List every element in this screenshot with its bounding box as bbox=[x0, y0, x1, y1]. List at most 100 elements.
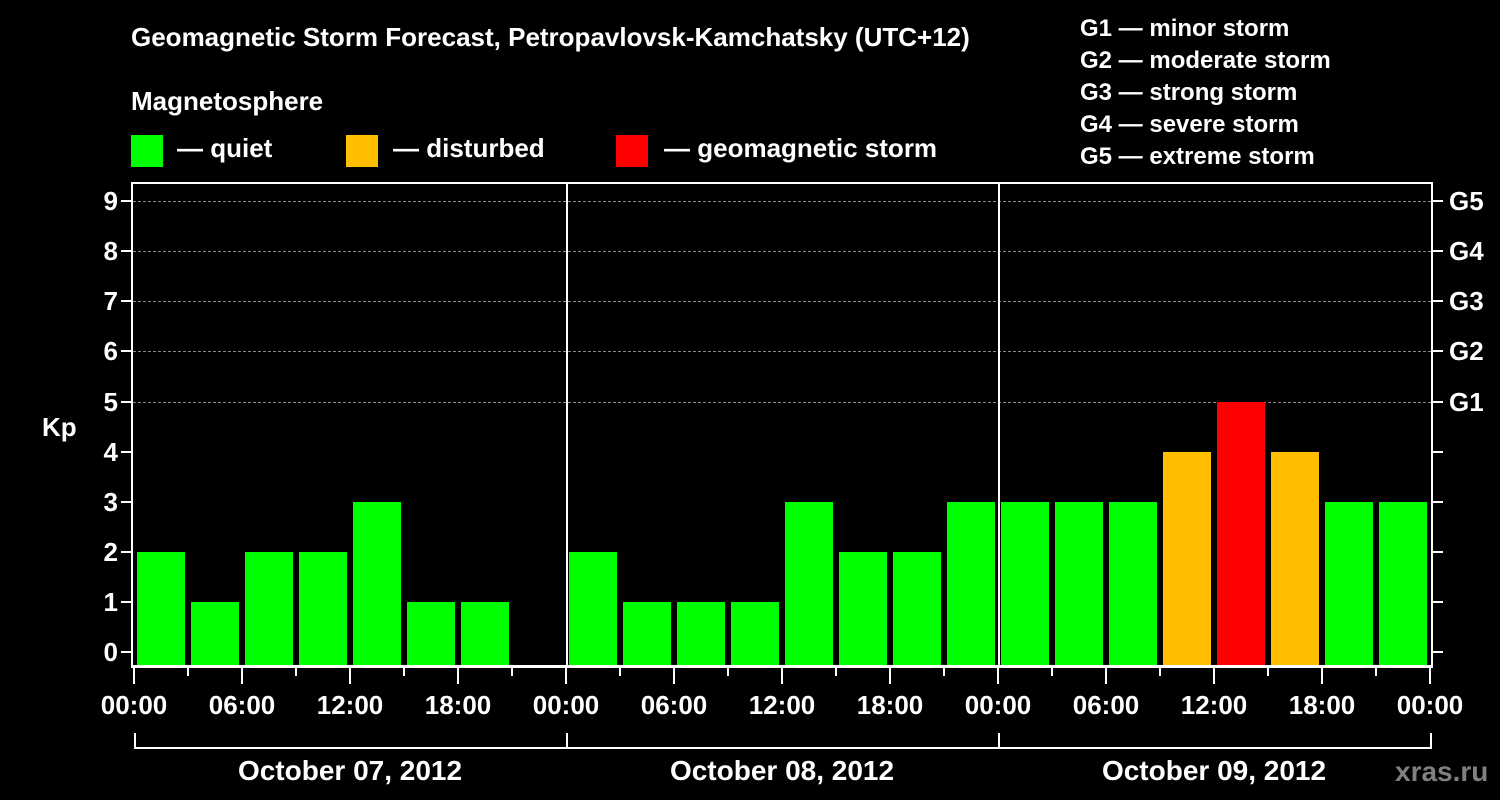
kp-bar bbox=[785, 502, 833, 666]
kp-bar bbox=[245, 552, 293, 666]
legend-swatch-disturbed bbox=[346, 135, 378, 167]
y-tick-label: 2 bbox=[103, 537, 118, 567]
x-tick bbox=[727, 668, 729, 676]
right-tick bbox=[1433, 300, 1443, 302]
kp-bar bbox=[1109, 502, 1157, 666]
storm-scale-g3: G3 — strong storm bbox=[1080, 79, 1298, 106]
legend-label-quiet: — quiet bbox=[177, 133, 273, 163]
day-label: October 09, 2012 bbox=[1101, 755, 1327, 786]
y-tick-label: 7 bbox=[103, 286, 118, 316]
y-tick-label: 9 bbox=[103, 186, 118, 216]
x-tick-label: 00:00 bbox=[964, 690, 1032, 720]
y-tick bbox=[121, 451, 131, 453]
x-tick bbox=[241, 668, 243, 684]
x-tick-label: 18:00 bbox=[424, 690, 492, 720]
x-tick bbox=[1321, 668, 1323, 684]
x-tick bbox=[619, 668, 621, 676]
y-tick-label: 4 bbox=[103, 437, 118, 467]
x-tick-label: 00:00 bbox=[100, 690, 168, 720]
day-divider bbox=[998, 182, 1000, 668]
y-tick-label: 8 bbox=[103, 236, 118, 266]
kp-bar bbox=[191, 602, 239, 666]
day-divider bbox=[566, 182, 568, 668]
right-tick bbox=[1433, 651, 1443, 653]
x-tick bbox=[1429, 668, 1431, 684]
y-tick bbox=[121, 651, 131, 653]
y-axis-label: Kp bbox=[42, 412, 77, 442]
g-scale-label: G4 bbox=[1449, 236, 1484, 266]
x-tick bbox=[1159, 668, 1161, 676]
kp-bar bbox=[1325, 502, 1373, 666]
x-tick bbox=[133, 668, 135, 684]
right-tick bbox=[1433, 601, 1443, 603]
x-tick bbox=[511, 668, 513, 676]
storm-scale-g4: G4 — severe storm bbox=[1080, 111, 1299, 138]
right-tick bbox=[1433, 350, 1443, 352]
y-tick-label: 6 bbox=[103, 336, 118, 366]
gridline bbox=[133, 201, 1431, 202]
x-tick bbox=[1375, 668, 1377, 676]
x-tick-label: 18:00 bbox=[856, 690, 924, 720]
x-tick bbox=[781, 668, 783, 684]
y-tick-label: 5 bbox=[103, 387, 118, 417]
right-tick bbox=[1433, 200, 1443, 202]
y-tick bbox=[121, 501, 131, 503]
right-tick bbox=[1433, 501, 1443, 503]
legend-swatch-quiet bbox=[131, 135, 163, 167]
g-scale-label: G3 bbox=[1449, 286, 1484, 316]
x-tick bbox=[1267, 668, 1269, 676]
x-tick bbox=[295, 668, 297, 676]
x-tick-label: 00:00 bbox=[1396, 690, 1464, 720]
kp-bar bbox=[137, 552, 185, 666]
x-tick bbox=[457, 668, 459, 684]
kp-bar bbox=[569, 552, 617, 666]
gridline bbox=[133, 301, 1431, 302]
x-tick-label: 18:00 bbox=[1288, 690, 1356, 720]
watermark: xras.ru bbox=[1395, 756, 1489, 787]
y-tick bbox=[121, 300, 131, 302]
gridline bbox=[133, 351, 1431, 352]
storm-scale-g5: G5 — extreme storm bbox=[1080, 143, 1315, 170]
y-tick-label: 3 bbox=[103, 487, 118, 517]
x-tick bbox=[943, 668, 945, 676]
kp-bar bbox=[1163, 452, 1211, 666]
day-bracket bbox=[134, 733, 568, 749]
g-scale-label: G2 bbox=[1449, 336, 1484, 366]
right-tick bbox=[1433, 451, 1443, 453]
kp-bar bbox=[299, 552, 347, 666]
kp-bar bbox=[1217, 402, 1265, 666]
kp-bar bbox=[1001, 502, 1049, 666]
x-tick bbox=[1213, 668, 1215, 684]
kp-bar bbox=[731, 602, 779, 666]
chart-title: Geomagnetic Storm Forecast, Petropavlovs… bbox=[131, 22, 970, 52]
plot-area bbox=[131, 182, 1433, 668]
right-tick bbox=[1433, 250, 1443, 252]
day-bracket bbox=[566, 733, 1000, 749]
kp-bar bbox=[947, 502, 995, 666]
y-tick bbox=[121, 601, 131, 603]
y-tick bbox=[121, 250, 131, 252]
y-tick-label: 1 bbox=[103, 587, 118, 617]
day-label: October 07, 2012 bbox=[237, 755, 463, 786]
kp-bar bbox=[839, 552, 887, 666]
x-tick bbox=[889, 668, 891, 684]
g-scale-label: G1 bbox=[1449, 387, 1484, 417]
x-tick bbox=[1105, 668, 1107, 684]
day-bracket bbox=[998, 733, 1432, 749]
kp-bar bbox=[353, 502, 401, 666]
x-tick bbox=[673, 668, 675, 684]
y-tick bbox=[121, 401, 131, 403]
gridline bbox=[133, 402, 1431, 403]
gridline bbox=[133, 251, 1431, 252]
y-tick bbox=[121, 200, 131, 202]
x-tick bbox=[349, 668, 351, 684]
right-tick bbox=[1433, 551, 1443, 553]
kp-bar bbox=[407, 602, 455, 666]
y-tick bbox=[121, 350, 131, 352]
kp-bar bbox=[1379, 502, 1427, 666]
legend-swatch-storm bbox=[616, 135, 648, 167]
kp-bar bbox=[677, 602, 725, 666]
y-tick-label: 0 bbox=[103, 637, 118, 667]
x-tick-label: 12:00 bbox=[748, 690, 816, 720]
x-tick-label: 12:00 bbox=[316, 690, 384, 720]
